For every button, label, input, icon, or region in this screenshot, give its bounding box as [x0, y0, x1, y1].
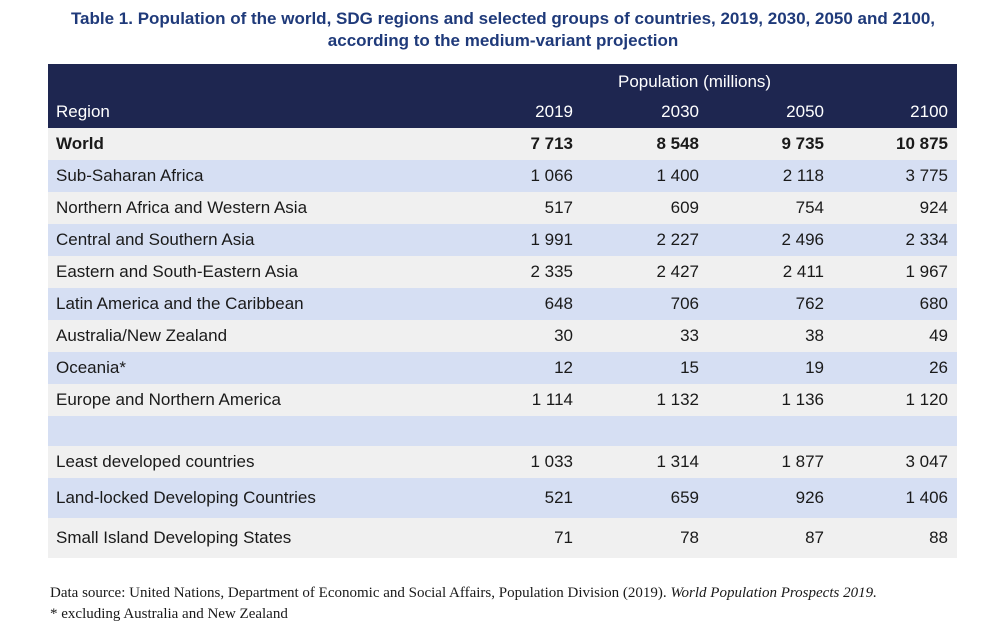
row-region: Sub-Saharan Africa — [56, 166, 204, 185]
row-region: Oceania* — [56, 358, 126, 377]
cell-2030: 2 227 — [656, 230, 699, 249]
data-source-publication: World Population Prospects 2019. — [670, 585, 877, 601]
cell-2019: 12 — [554, 358, 573, 377]
cell-2050: 754 — [795, 198, 824, 217]
cell-2030: 15 — [680, 358, 699, 377]
cell-2100: 1 406 — [905, 488, 948, 507]
cell-2050: 9 735 — [781, 134, 824, 153]
table-row: Small Island Developing States 71 78 87 … — [48, 518, 957, 558]
cell-2100: 2 334 — [905, 230, 948, 249]
cell-2100: 924 — [919, 198, 948, 217]
cell-2019: 517 — [544, 198, 573, 217]
data-source-text: Data source: United Nations, Department … — [50, 585, 667, 601]
cell-2050: 926 — [795, 488, 824, 507]
cell-2050: 762 — [795, 294, 824, 313]
table-title-line-2: according to the medium-variant projecti… — [327, 31, 679, 50]
cell-2019: 71 — [554, 528, 573, 547]
population-millions-label: Population (millions) — [618, 72, 772, 91]
cell-2100: 26 — [929, 358, 948, 377]
cell-2100: 3 047 — [905, 452, 948, 471]
header-region: Region — [56, 102, 110, 121]
table-row: Australia/New Zealand 30 33 38 49 — [48, 320, 957, 352]
row-region: World — [56, 134, 104, 153]
cell-2019: 521 — [544, 488, 573, 507]
row-region: Least developed countries — [56, 452, 255, 471]
cell-2050: 87 — [805, 528, 824, 547]
cell-2050: 1 136 — [781, 390, 824, 409]
cell-2050: 1 877 — [781, 452, 824, 471]
row-region: Small Island Developing States — [56, 528, 292, 547]
header-year-2030: 2030 — [661, 102, 699, 121]
cell-2019: 7 713 — [530, 134, 573, 153]
cell-2050: 38 — [805, 326, 824, 345]
header-year-2050: 2050 — [786, 102, 824, 121]
cell-2030: 78 — [680, 528, 699, 547]
table-row: Central and Southern Asia 1 991 2 227 2 … — [48, 224, 957, 256]
cell-2030: 8 548 — [656, 134, 699, 153]
header-year-2019: 2019 — [535, 102, 573, 121]
cell-2100: 10 875 — [896, 134, 948, 153]
table-title-line-1: Table 1. Population of the world, SDG re… — [70, 9, 936, 28]
cell-2030: 609 — [670, 198, 699, 217]
cell-2030: 2 427 — [656, 262, 699, 281]
cell-2050: 2 118 — [782, 166, 824, 185]
cell-2050: 2 496 — [781, 230, 824, 249]
cell-2030: 706 — [670, 294, 699, 313]
row-region: Australia/New Zealand — [56, 326, 228, 345]
cell-2019: 1 033 — [530, 452, 573, 471]
cell-2030: 33 — [680, 326, 699, 345]
cell-2100: 680 — [919, 294, 948, 313]
table-row: Sub-Saharan Africa 1 066 1 400 2 118 3 7… — [48, 160, 957, 192]
row-region: Eastern and South-Eastern Asia — [56, 262, 298, 281]
table-row-world: World 7 713 8 548 9 735 10 875 — [48, 128, 957, 160]
cell-2050: 2 411 — [782, 262, 824, 281]
cell-2019: 30 — [554, 326, 573, 345]
cell-2019: 2 335 — [530, 262, 573, 281]
table-row: Eastern and South-Eastern Asia 2 335 2 4… — [48, 256, 957, 288]
table-title: Table 1. Population of the world, SDG re… — [0, 8, 1006, 52]
data-source-note: Data source: United Nations, Department … — [50, 583, 877, 604]
table-row: Least developed countries 1 033 1 314 1 … — [48, 446, 957, 478]
row-region: Northern Africa and Western Asia — [56, 198, 308, 217]
cell-2019: 1 114 — [531, 390, 573, 409]
cell-2100: 49 — [929, 326, 948, 345]
row-region: Europe and Northern America — [56, 390, 281, 409]
row-region: Land-locked Developing Countries — [56, 488, 316, 507]
cell-2100: 88 — [929, 528, 948, 547]
cell-2030: 1 132 — [656, 390, 699, 409]
cell-2100: 1 967 — [905, 262, 948, 281]
table-row: Land-locked Developing Countries 521 659… — [48, 478, 957, 518]
table-row: Latin America and the Caribbean 648 706 … — [48, 288, 957, 320]
row-region: Central and Southern Asia — [56, 230, 255, 249]
cell-2100: 1 120 — [905, 390, 948, 409]
cell-2019: 1 066 — [530, 166, 573, 185]
table-row: Oceania* 12 15 19 26 — [48, 352, 957, 384]
cell-2030: 1 400 — [656, 166, 699, 185]
cell-2030: 1 314 — [656, 452, 699, 471]
cell-2050: 19 — [805, 358, 824, 377]
table-spacer-row — [48, 416, 957, 446]
cell-2030: 659 — [670, 488, 699, 507]
row-region: Latin America and the Caribbean — [56, 294, 304, 313]
table-header: Population (millions) Region 2019 2030 2… — [48, 64, 957, 128]
cell-2019: 1 991 — [530, 230, 573, 249]
population-table: Population (millions) Region 2019 2030 2… — [48, 64, 957, 558]
table-row: Europe and Northern America 1 114 1 132 … — [48, 384, 957, 416]
cell-2019: 648 — [544, 294, 573, 313]
cell-2100: 3 775 — [905, 166, 948, 185]
table-row: Northern Africa and Western Asia 517 609… — [48, 192, 957, 224]
oceania-footnote: * excluding Australia and New Zealand — [50, 606, 288, 622]
table-footnotes: Data source: United Nations, Department … — [50, 583, 877, 625]
header-columns-row: Region 2019 2030 2050 2100 — [48, 96, 957, 128]
header-group-row: Population (millions) — [48, 70, 957, 94]
header-year-2100: 2100 — [910, 102, 948, 121]
